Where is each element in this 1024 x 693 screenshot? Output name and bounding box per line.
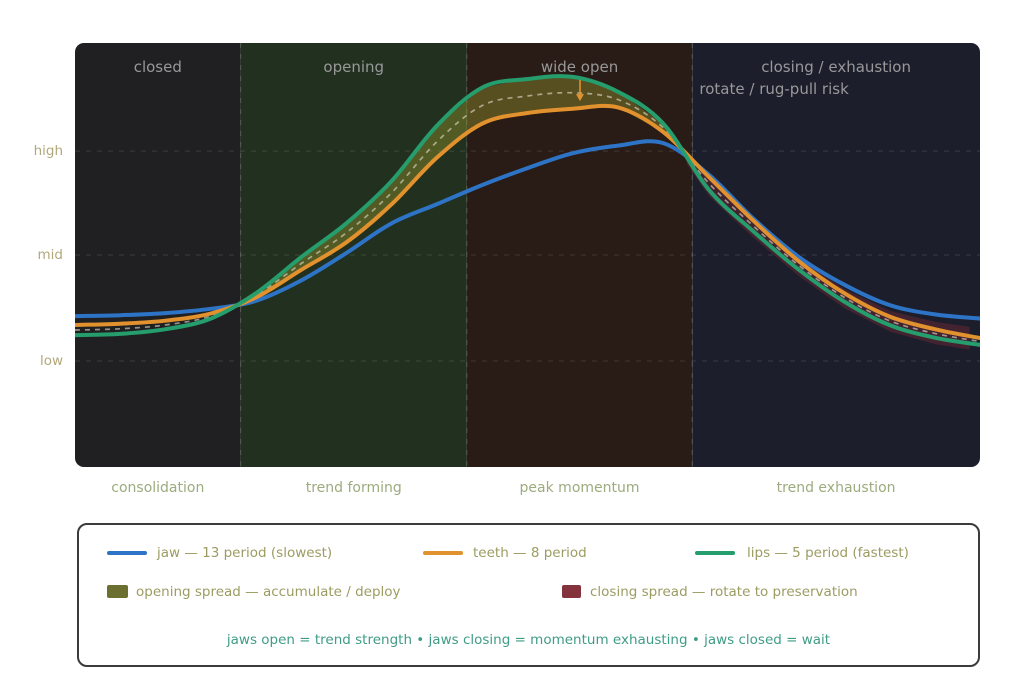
- phase-band-closing-exhaustion: [692, 43, 980, 467]
- teeth-line: [75, 103, 980, 341]
- legend-swatch-opening-spread: [107, 585, 128, 598]
- legend-label-opening-spread: opening spread — accumulate / deploy: [136, 584, 401, 600]
- ytick-low: low: [39, 353, 63, 369]
- chart-plot-area: closed opening wide open closing / exhausti…: [75, 43, 980, 467]
- legend: jaw — 13 period (slowest) teeth — 8 peri…: [77, 523, 980, 667]
- legend-swatch-teeth: [423, 551, 463, 555]
- ytick-mid: mid: [37, 247, 63, 263]
- ytick-high: high: [33, 143, 63, 160]
- legend-label-lips: lips — 5 period (fastest): [747, 545, 909, 561]
- xtick-peak-momentum: peak momentum: [519, 480, 640, 496]
- phase-sublabel: rotate / rug-pull risk: [699, 80, 849, 98]
- legend-caption: jaws open = trend strength • jaws closin…: [226, 632, 831, 648]
- legend-label-teeth: teeth — 8 period: [473, 545, 587, 561]
- wide-open-arrow-head: [575, 94, 584, 102]
- legend-swatch-lips: [695, 551, 735, 555]
- legend-label-jaw: jaw — 13 period (slowest): [157, 545, 333, 561]
- phase-label-consolidation: closed: [133, 58, 182, 76]
- phase-band-closed: [75, 43, 241, 467]
- jaw-line: [75, 139, 980, 321]
- legend-label-closing-spread: closing spread — rotate to preservation: [590, 584, 858, 600]
- phase-label-trend-exhaustion: closing / exhaustion: [761, 58, 911, 76]
- xtick-consolidation: consolidation: [111, 480, 205, 496]
- xtick-trend-exhaustion: trend exhaustion: [776, 480, 896, 496]
- chart-canvas: [75, 43, 980, 467]
- lips-line: [75, 74, 980, 347]
- phase-label-trend-forming: opening: [323, 58, 385, 76]
- xtick-trend-forming: trend forming: [305, 480, 402, 496]
- phase-band-opening: [240, 43, 467, 467]
- legend-swatch-closing-spread: [562, 585, 581, 598]
- legend-swatch-jaw: [107, 551, 147, 555]
- phase-label-peak-momentum: wide open: [540, 58, 619, 76]
